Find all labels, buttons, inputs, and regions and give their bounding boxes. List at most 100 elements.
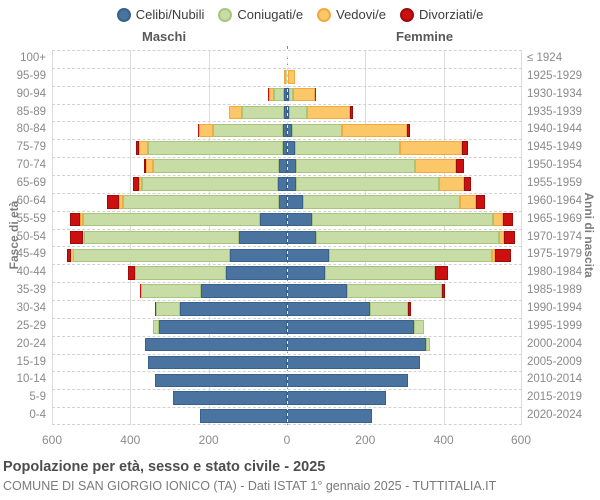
segment-female-85-89-divorziati[interactable] xyxy=(350,105,353,120)
segment-female-30-34-coniugati[interactable] xyxy=(370,302,409,316)
segment-female-45-49-vedovi[interactable] xyxy=(492,248,495,263)
segment-male-60-64-vedovi[interactable] xyxy=(118,195,124,209)
segment-male-25-29-coniugati[interactable] xyxy=(153,320,160,334)
segment-male-65-69-divorziati[interactable] xyxy=(133,177,139,191)
segment-male-95-99-vedovi[interactable] xyxy=(283,70,287,84)
segment-female-95-99-vedovi[interactable] xyxy=(288,70,296,84)
segment-male-40-44-celibi[interactable] xyxy=(225,266,287,280)
segment-female-90-94-coniugati[interactable] xyxy=(289,87,294,102)
segment-male-50-54-celibi[interactable] xyxy=(239,230,287,245)
segment-female-80-84-coniugati[interactable] xyxy=(291,123,342,138)
segment-male-50-54-divorziati[interactable] xyxy=(69,230,83,245)
segment-female-45-49-coniugati[interactable] xyxy=(328,248,493,263)
segment-male-55-59-vedovi[interactable] xyxy=(80,212,83,227)
segment-female-70-74-celibi[interactable] xyxy=(287,159,296,173)
segment-female-90-94-vedovi[interactable] xyxy=(293,87,315,102)
segment-male-70-74-divorziati[interactable] xyxy=(143,159,147,173)
segment-female-45-49-celibi[interactable] xyxy=(287,248,329,263)
segment-male-45-49-celibi[interactable] xyxy=(229,248,287,263)
segment-male-70-74-vedovi[interactable] xyxy=(146,159,154,173)
segment-female-55-59-coniugati[interactable] xyxy=(311,212,494,227)
segment-female-60-64-divorziati[interactable] xyxy=(475,195,486,209)
segment-male-60-64-celibi[interactable] xyxy=(279,195,287,209)
segment-female-55-59-vedovi[interactable] xyxy=(493,212,503,227)
segment-female-60-64-vedovi[interactable] xyxy=(460,195,476,209)
segment-female-50-54-coniugati[interactable] xyxy=(315,230,500,245)
segment-female-95-99-coniugati[interactable] xyxy=(287,70,289,84)
segment-female-85-89-vedovi[interactable] xyxy=(306,105,351,120)
segment-male-80-84-celibi[interactable] xyxy=(282,123,287,138)
segment-female-75-79-divorziati[interactable] xyxy=(461,141,468,155)
segment-female-45-49-divorziati[interactable] xyxy=(494,248,511,263)
segment-female-75-79-coniugati[interactable] xyxy=(294,141,400,155)
segment-female-0-4-celibi[interactable] xyxy=(287,409,372,423)
segment-male-50-54-vedovi[interactable] xyxy=(82,230,85,245)
segment-female-5-9-celibi[interactable] xyxy=(287,391,386,405)
segment-male-40-44-divorziati[interactable] xyxy=(128,266,135,280)
segment-female-60-64-celibi[interactable] xyxy=(287,195,304,209)
segment-female-50-54-celibi[interactable] xyxy=(287,230,316,245)
segment-female-50-54-vedovi[interactable] xyxy=(499,230,505,245)
segment-male-50-54-coniugati[interactable] xyxy=(84,230,240,245)
segment-male-35-39-divorziati[interactable] xyxy=(139,284,142,298)
segment-female-70-74-divorziati[interactable] xyxy=(456,159,465,173)
segment-female-30-34-divorziati[interactable] xyxy=(408,302,411,316)
segment-male-80-84-vedovi[interactable] xyxy=(199,123,213,138)
segment-male-65-69-celibi[interactable] xyxy=(278,177,287,191)
segment-male-45-49-vedovi[interactable] xyxy=(71,248,74,263)
segment-male-65-69-vedovi[interactable] xyxy=(138,177,142,191)
segment-male-75-79-celibi[interactable] xyxy=(282,141,287,155)
segment-female-90-94-divorziati[interactable] xyxy=(314,87,317,102)
segment-male-90-94-divorziati[interactable] xyxy=(268,87,270,102)
segment-male-0-4-celibi[interactable] xyxy=(200,409,287,423)
segment-female-65-69-coniugati[interactable] xyxy=(296,177,439,191)
segment-male-45-49-divorziati[interactable] xyxy=(66,248,72,263)
segment-female-65-69-vedovi[interactable] xyxy=(438,177,464,191)
segment-male-65-69-coniugati[interactable] xyxy=(141,177,279,191)
segment-female-35-39-coniugati[interactable] xyxy=(347,284,442,298)
segment-male-20-24-celibi[interactable] xyxy=(144,337,287,352)
segment-male-75-79-divorziati[interactable] xyxy=(135,141,140,155)
segment-female-70-74-coniugati[interactable] xyxy=(296,159,416,173)
segment-female-80-84-celibi[interactable] xyxy=(287,123,292,138)
segment-male-60-64-coniugati[interactable] xyxy=(123,195,280,209)
segment-male-70-74-celibi[interactable] xyxy=(279,159,287,173)
segment-male-45-49-coniugati[interactable] xyxy=(73,248,230,263)
segment-male-30-34-divorziati[interactable] xyxy=(155,302,156,316)
segment-female-50-54-divorziati[interactable] xyxy=(504,230,515,245)
segment-male-80-84-coniugati[interactable] xyxy=(212,123,283,138)
segment-female-80-84-vedovi[interactable] xyxy=(341,123,407,138)
segment-male-55-59-divorziati[interactable] xyxy=(69,212,81,227)
segment-male-90-94-coniugati[interactable] xyxy=(274,87,285,102)
segment-male-30-34-coniugati[interactable] xyxy=(156,302,180,316)
segment-female-25-29-celibi[interactable] xyxy=(287,320,415,334)
segment-male-80-84-divorziati[interactable] xyxy=(197,123,200,138)
segment-male-75-79-coniugati[interactable] xyxy=(148,141,283,155)
segment-male-60-64-divorziati[interactable] xyxy=(106,195,119,209)
segment-female-85-89-coniugati[interactable] xyxy=(289,105,307,120)
segment-female-75-79-vedovi[interactable] xyxy=(399,141,462,155)
segment-female-80-84-divorziati[interactable] xyxy=(406,123,410,138)
segment-female-10-14-celibi[interactable] xyxy=(287,373,409,388)
segment-male-55-59-coniugati[interactable] xyxy=(82,212,260,227)
segment-female-65-69-divorziati[interactable] xyxy=(463,177,472,191)
segment-female-85-89-celibi[interactable] xyxy=(287,105,290,120)
segment-male-25-29-celibi[interactable] xyxy=(159,320,287,334)
segment-female-25-29-coniugati[interactable] xyxy=(414,320,425,334)
segment-male-40-44-coniugati[interactable] xyxy=(134,266,226,280)
segment-male-35-39-celibi[interactable] xyxy=(200,284,287,298)
segment-female-35-39-celibi[interactable] xyxy=(287,284,348,298)
segment-female-35-39-divorziati[interactable] xyxy=(441,284,446,298)
segment-male-5-9-celibi[interactable] xyxy=(173,391,287,405)
segment-female-60-64-coniugati[interactable] xyxy=(303,195,461,209)
segment-male-90-94-vedovi[interactable] xyxy=(269,87,275,102)
segment-female-55-59-divorziati[interactable] xyxy=(502,212,513,227)
segment-female-65-69-celibi[interactable] xyxy=(287,177,296,191)
segment-male-30-34-celibi[interactable] xyxy=(179,302,287,316)
segment-male-55-59-celibi[interactable] xyxy=(259,212,287,227)
segment-male-35-39-coniugati[interactable] xyxy=(141,284,201,298)
segment-male-85-89-coniugati[interactable] xyxy=(242,105,284,120)
segment-female-70-74-vedovi[interactable] xyxy=(415,159,457,173)
segment-female-30-34-celibi[interactable] xyxy=(287,302,371,316)
segment-male-15-19-celibi[interactable] xyxy=(147,355,287,370)
